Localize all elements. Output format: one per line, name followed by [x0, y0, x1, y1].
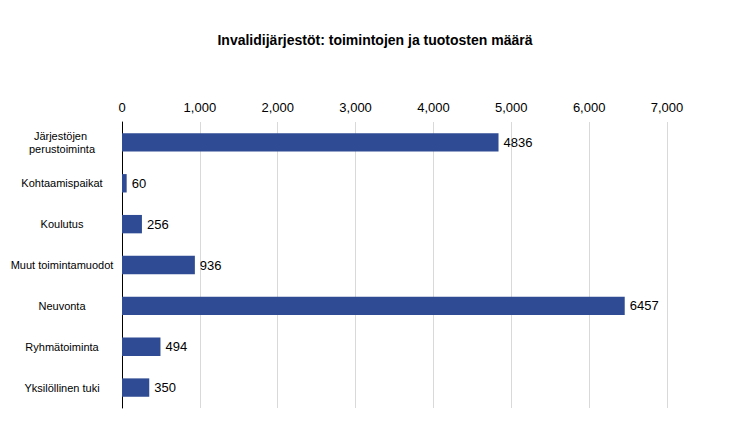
svg-text:256: 256 — [147, 217, 169, 232]
svg-text:4836: 4836 — [504, 135, 533, 150]
svg-text:350: 350 — [154, 380, 176, 395]
svg-text:60: 60 — [132, 176, 146, 191]
svg-text:2,000: 2,000 — [261, 100, 294, 115]
svg-text:5,000: 5,000 — [495, 100, 528, 115]
svg-text:Kohtaamispaikat: Kohtaamispaikat — [21, 177, 102, 189]
svg-text:Muut toimintamuodot: Muut toimintamuodot — [11, 259, 114, 271]
svg-text:3,000: 3,000 — [339, 100, 372, 115]
svg-text:0: 0 — [118, 100, 125, 115]
svg-text:1,000: 1,000 — [184, 100, 217, 115]
svg-text:4,000: 4,000 — [417, 100, 450, 115]
svg-text:Yksilöllinen tuki: Yksilöllinen tuki — [24, 382, 99, 394]
svg-text:6,000: 6,000 — [573, 100, 606, 115]
svg-text:6457: 6457 — [630, 298, 659, 313]
svg-text:Ryhmätoiminta: Ryhmätoiminta — [25, 341, 99, 353]
svg-text:Neuvonta: Neuvonta — [38, 300, 86, 312]
svg-text:Koulutus: Koulutus — [41, 218, 84, 230]
svg-text:Järjestöjen: Järjestöjen — [34, 130, 90, 142]
svg-text:936: 936 — [200, 258, 222, 273]
svg-text:perustoiminta: perustoiminta — [29, 143, 96, 155]
svg-text:Invalidijärjestöt: toimintojen: Invalidijärjestöt: toimintojen ja tuotos… — [217, 32, 532, 48]
svg-text:7,000: 7,000 — [651, 100, 684, 115]
svg-text:494: 494 — [165, 339, 187, 354]
